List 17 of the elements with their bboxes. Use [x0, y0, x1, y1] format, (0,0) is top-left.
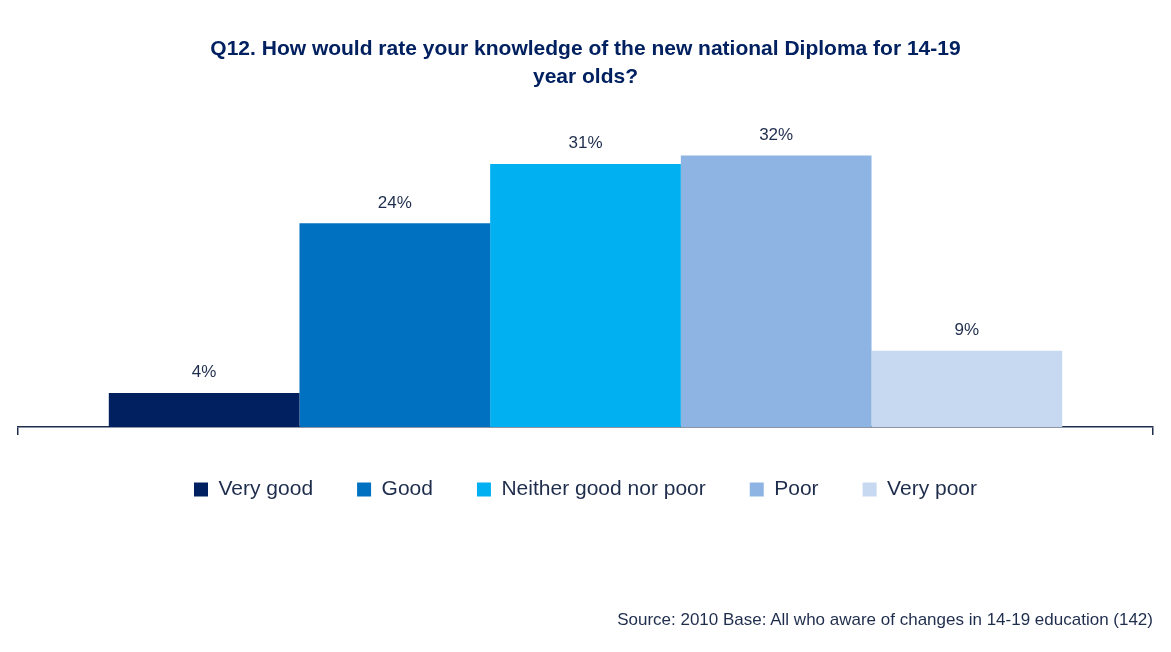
legend-label: Neither good nor poor — [501, 476, 706, 500]
bar — [490, 163, 681, 427]
legend-label: Good — [381, 476, 433, 500]
legend-label: Poor — [774, 476, 819, 500]
bar — [871, 350, 1063, 427]
legend-label: Very poor — [887, 476, 977, 500]
bar — [680, 155, 872, 427]
data-label: 24% — [377, 192, 412, 212]
bar — [299, 223, 491, 427]
source-note: Source: 2010 Base: All who aware of changes in 14-19 education (142) — [617, 610, 1153, 630]
data-label: 9% — [954, 319, 980, 339]
chart-title: Q12. How would rate your knowledge of the new national Diploma for 14-19 year olds? — [209, 35, 962, 89]
data-label: 32% — [759, 124, 794, 144]
data-label: 4% — [191, 362, 217, 382]
data-label: 31% — [568, 133, 603, 153]
legend-label: Very good — [218, 476, 314, 500]
bar — [108, 393, 300, 427]
